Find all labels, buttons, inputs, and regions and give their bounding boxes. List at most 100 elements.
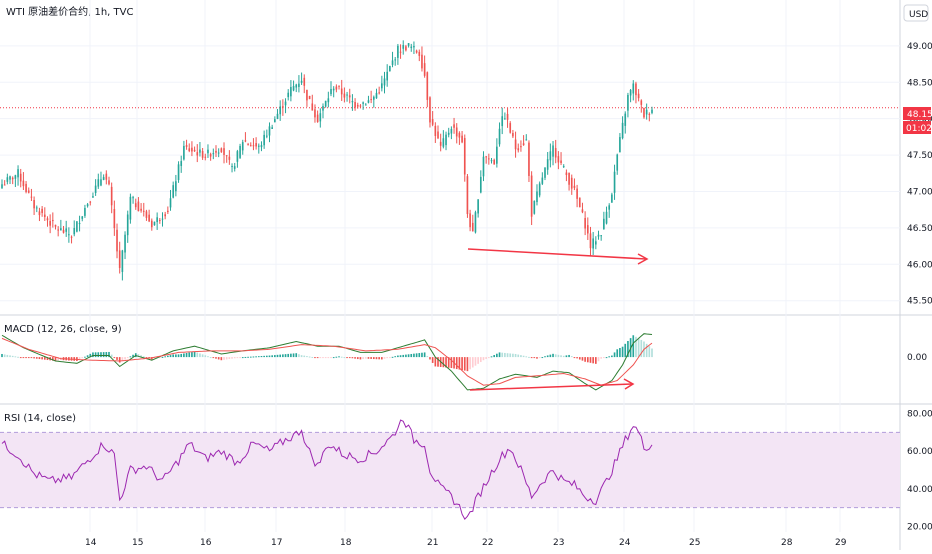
candle-body (530, 175, 533, 217)
candle-body (118, 250, 121, 268)
macd-histogram-bar (116, 357, 118, 360)
macd-histogram-bar (260, 356, 263, 358)
macd-histogram-bar (584, 357, 586, 362)
candle-body (49, 221, 51, 226)
macd-histogram-bar (231, 357, 233, 359)
candle-body (528, 142, 530, 176)
price-tick-label: 47.00 (907, 187, 932, 197)
candle-body (437, 131, 439, 139)
candle-body (204, 156, 207, 158)
macd-histogram-bar (514, 353, 517, 358)
candle-body (632, 83, 635, 94)
time-tick-label: 28 (781, 538, 793, 548)
macd-histogram-bar (327, 357, 330, 359)
macd-histogram-bar (322, 357, 324, 359)
macd-histogram-bar (506, 353, 509, 358)
candle-body (287, 92, 290, 98)
candle-body (469, 213, 471, 228)
candle-body (565, 172, 568, 176)
price-tick-label: 46.00 (907, 260, 932, 270)
candle-body (399, 51, 402, 53)
candle-body (244, 140, 247, 142)
macd-histogram-bar (247, 356, 249, 358)
macd-histogram-bar (137, 354, 140, 358)
candle-body (35, 207, 38, 209)
macd-histogram-bar (164, 356, 166, 358)
candle-body (474, 212, 477, 233)
macd-histogram-bar (557, 354, 560, 358)
macd-histogram-bar (86, 355, 89, 358)
macd-histogram-bar (212, 357, 215, 359)
macd-histogram-bar (544, 356, 546, 358)
candle-body (199, 149, 201, 153)
macd-histogram-bar (490, 356, 493, 358)
candle-body (477, 199, 479, 214)
macd-histogram-bar (228, 357, 231, 360)
macd-histogram-bar (193, 351, 196, 358)
candle-body (223, 148, 225, 155)
price-tick-label: 48.50 (907, 78, 932, 88)
candle-body (375, 92, 378, 99)
macd-histogram-bar (426, 355, 429, 358)
candle-body (295, 84, 298, 88)
candle-body (27, 190, 30, 193)
candle-body (525, 139, 528, 141)
macd-histogram-bar (645, 343, 648, 358)
candle-body (105, 173, 108, 180)
candle-body (110, 186, 113, 206)
candle-body (57, 229, 59, 231)
candle-body (471, 222, 474, 232)
candle-body (121, 250, 124, 272)
candle-body (603, 218, 605, 230)
candle-body (627, 94, 629, 111)
candle-body (490, 160, 493, 162)
macd-histogram-bar (27, 357, 30, 359)
candle-body (150, 220, 153, 228)
candle-body (410, 46, 413, 49)
candle-body (284, 101, 287, 106)
macd-histogram-bar (3, 354, 6, 358)
macd-histogram-bar (225, 357, 228, 360)
price-badge: 48.15 01:02 (903, 107, 932, 134)
candle-body (330, 88, 332, 95)
candle-body (554, 148, 557, 158)
candle-body (19, 173, 22, 182)
candle-body (589, 233, 592, 249)
macd-histogram-bar (100, 352, 102, 358)
macd-title: MACD (12, 26, close, 9) (4, 324, 122, 335)
candle-body (364, 104, 367, 106)
macd-histogram-bar (263, 355, 265, 358)
macd-histogram-bar (306, 356, 308, 358)
candle-body (335, 86, 338, 90)
candle-body (54, 224, 57, 227)
macd-histogram-bar (201, 354, 204, 358)
macd-histogram-bar (217, 357, 220, 360)
candle-body (546, 159, 549, 170)
rsi-title: RSI (14, close) (4, 413, 76, 424)
candle-body (637, 93, 640, 99)
time-tick-label: 25 (689, 538, 700, 548)
candle-body (391, 60, 394, 65)
candle-body (562, 166, 565, 168)
candle-body (549, 151, 552, 161)
candle-body (6, 177, 9, 182)
candle-body (541, 177, 544, 184)
candle-body (108, 180, 110, 185)
candle-body (276, 113, 279, 119)
candle-body (231, 166, 233, 168)
candle-body (552, 145, 554, 157)
macd-histogram-bar (546, 355, 549, 358)
macd-histogram-bar (621, 346, 624, 358)
macd-histogram-bar (113, 357, 116, 359)
macd-histogram-bar (118, 357, 121, 363)
candle-body (201, 150, 204, 158)
macd-histogram-bar (413, 353, 415, 358)
currency-chip[interactable]: USD (903, 4, 929, 22)
macd-histogram-bar (632, 335, 635, 358)
candle-body (611, 194, 613, 203)
candle-body (14, 175, 17, 179)
candle-body (509, 123, 512, 133)
candle-body (560, 160, 562, 163)
